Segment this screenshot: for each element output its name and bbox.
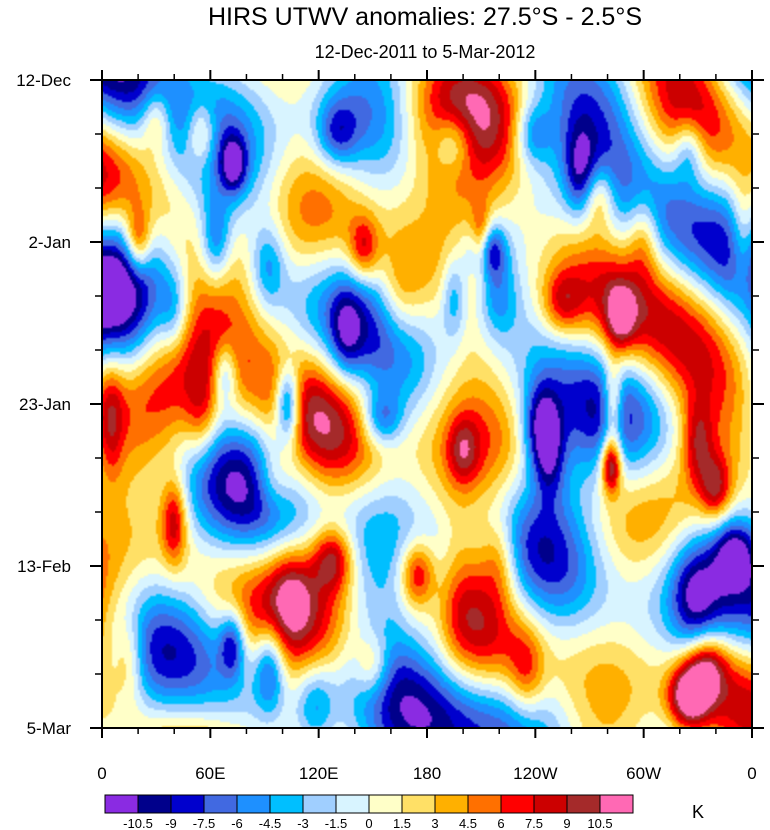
colorbar-label: -1.5 — [325, 816, 347, 830]
colorbar-swatch — [467, 794, 502, 814]
colorbar-swatch — [500, 794, 535, 814]
colorbar-label: 6 — [497, 816, 504, 830]
colorbar-label: -7.5 — [193, 816, 215, 830]
colorbar-label: -3 — [297, 816, 309, 830]
colorbar-swatch — [401, 794, 436, 814]
colorbar-label: 7.5 — [525, 816, 543, 830]
colorbar: -10.5 -9 -7.5 -6 -4.5 -3 -1.5 0 1.5 3 4.5 6 7.5 9 10.5 — [104, 794, 634, 830]
colorbar-swatch — [335, 794, 370, 814]
x-tick-label: 60W — [626, 764, 661, 783]
colorbar-swatch — [599, 794, 634, 814]
y-tick-label: 12-Dec — [16, 71, 71, 90]
colorbar-swatch — [236, 794, 271, 814]
colorbar-swatch — [533, 794, 568, 814]
colorbar-unit: K — [692, 802, 704, 822]
colorbar-swatch — [434, 794, 469, 814]
colorbar-swatch — [137, 794, 172, 814]
colorbar-swatch — [368, 794, 403, 814]
colorbar-swatch — [566, 794, 601, 814]
colorbar-swatch — [170, 794, 205, 814]
y-tick-label: 23-Jan — [19, 395, 71, 414]
colorbar-label: -10.5 — [123, 816, 153, 830]
colorbar-label: 9 — [563, 816, 570, 830]
y-axis: 12-Dec 2-Jan 23-Jan 13-Feb 5-Mar — [16, 71, 764, 738]
colorbar-label: 1.5 — [393, 816, 411, 830]
y-tick-label: 13-Feb — [17, 557, 71, 576]
heatmap-field — [102, 80, 752, 728]
chart-subtitle: 12-Dec-2011 to 5-Mar-2012 — [315, 42, 536, 62]
colorbar-label: -4.5 — [259, 816, 281, 830]
colorbar-label: 10.5 — [587, 816, 612, 830]
x-tick-label: 180 — [413, 764, 441, 783]
colorbar-label: 4.5 — [459, 816, 477, 830]
x-tick-label: 60E — [195, 764, 225, 783]
y-tick-label: 2-Jan — [28, 233, 71, 252]
colorbar-swatch — [203, 794, 238, 814]
x-axis: 0 60E 120E 180 120W 60W 0 — [97, 70, 757, 783]
x-tick-label: 120W — [513, 764, 557, 783]
colorbar-label: 0 — [365, 816, 372, 830]
colorbar-swatch — [302, 794, 337, 814]
colorbar-swatch — [104, 794, 139, 814]
y-tick-label: 5-Mar — [27, 719, 72, 738]
x-tick-label: 0 — [97, 764, 106, 783]
chart-title: HIRS UTWV anomalies: 27.5°S - 2.5°S — [208, 3, 642, 31]
x-tick-label: 120E — [299, 764, 339, 783]
colorbar-swatch — [269, 794, 304, 814]
heatmap-image — [102, 80, 752, 728]
x-tick-label: 0 — [747, 764, 756, 783]
colorbar-label: -9 — [165, 816, 177, 830]
colorbar-label: 3 — [431, 816, 438, 830]
colorbar-label: -6 — [231, 816, 243, 830]
